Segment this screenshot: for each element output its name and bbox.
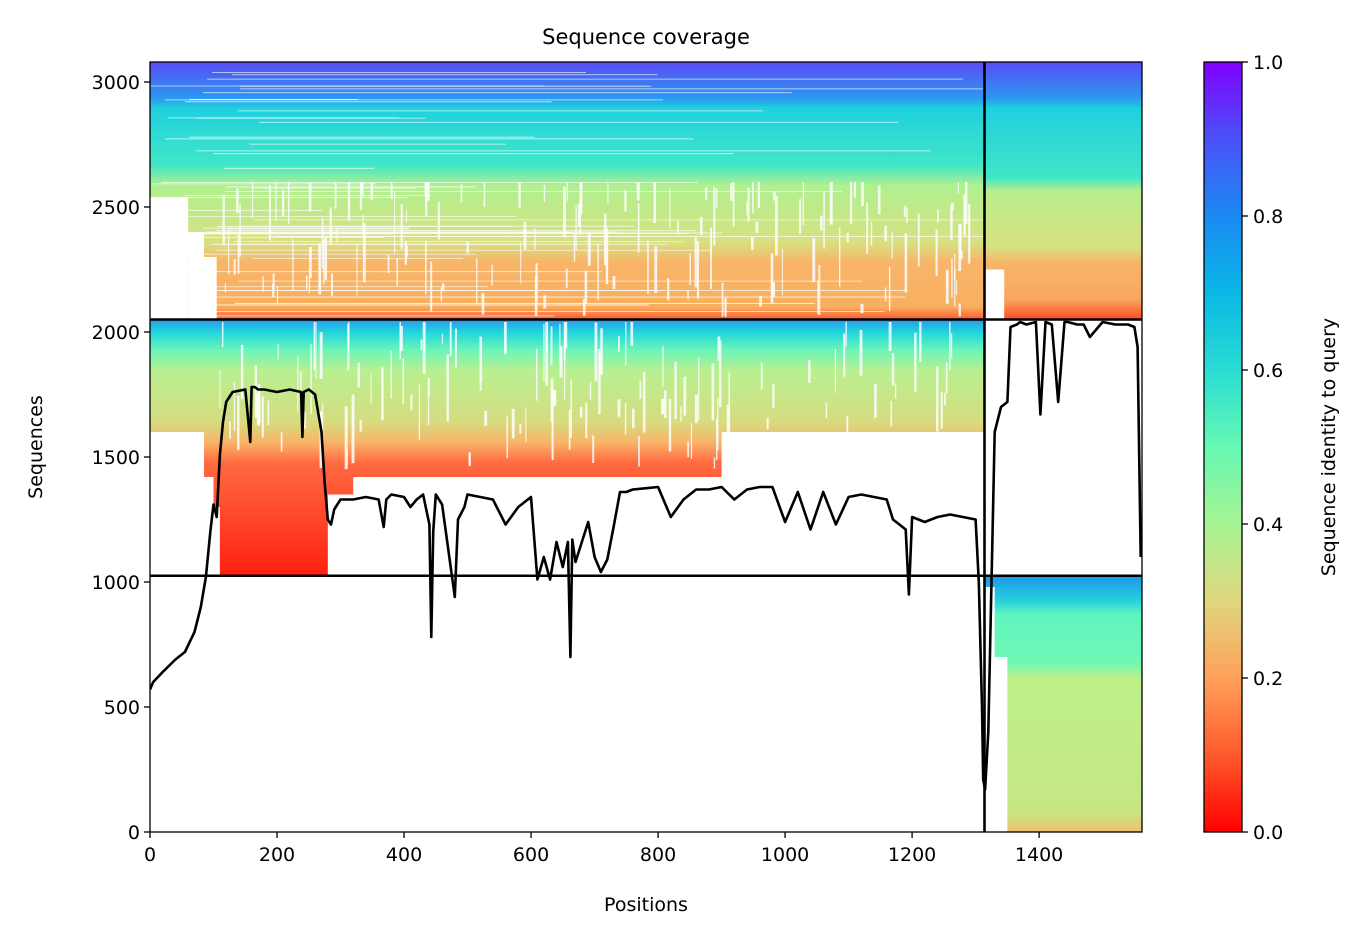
gap-region (721, 432, 985, 477)
bottom-right-identity-block (984, 575, 1142, 832)
coverage-line (150, 320, 1142, 791)
y-axis-label: Sequences (25, 395, 47, 499)
colorbar-tick-label: 0.0 (1253, 822, 1283, 844)
gap-region (188, 232, 204, 320)
gap-region (327, 494, 985, 576)
colorbar (1203, 61, 1243, 833)
msa-dividers (150, 62, 1142, 832)
top-right-identity-block (984, 62, 1142, 320)
x-tick-label: 200 (259, 844, 295, 866)
x-axis-ticks: 0 200 400 600 800 1000 1200 1400 (144, 832, 1063, 866)
x-tick-label: 0 (144, 844, 156, 866)
x-tick-label: 1400 (1015, 844, 1063, 866)
x-tick-label: 800 (640, 844, 676, 866)
y-tick-label: 1000 (92, 572, 140, 594)
gap-region (984, 269, 1005, 320)
x-tick-label: 600 (513, 844, 549, 866)
x-tick-label: 400 (386, 844, 422, 866)
colorbar-label: Sequence identity to query (1318, 318, 1340, 576)
plot-frame (149, 61, 1143, 833)
y-tick-label: 1500 (92, 447, 140, 469)
x-axis-label: Positions (604, 894, 688, 916)
colorbar-tick-label: 0.8 (1253, 206, 1283, 228)
gap-region (203, 257, 217, 320)
gap-region (150, 197, 189, 320)
gap-region (150, 477, 214, 576)
colorbar-tick-label: 0.2 (1253, 668, 1283, 690)
y-tick-label: 0 (128, 822, 140, 844)
y-axis-ticks: 0 500 1000 1500 2000 2500 3000 (92, 72, 150, 844)
chart-title: Sequence coverage (542, 25, 750, 49)
gap-region (353, 477, 985, 495)
colorbar-ticks: 0.0 0.2 0.4 0.6 0.8 1.0 (1242, 52, 1283, 844)
y-tick-label: 3000 (92, 72, 140, 94)
x-tick-label: 1200 (888, 844, 936, 866)
y-tick-label: 2000 (92, 322, 140, 344)
colorbar-tick-label: 0.6 (1253, 360, 1283, 382)
colorbar-tick-label: 1.0 (1253, 52, 1283, 74)
y-tick-label: 500 (104, 697, 140, 719)
plot-area (150, 62, 1142, 832)
colorbar-tick-label: 0.4 (1253, 514, 1283, 536)
y-tick-label: 2500 (92, 197, 140, 219)
x-tick-label: 1000 (761, 844, 809, 866)
